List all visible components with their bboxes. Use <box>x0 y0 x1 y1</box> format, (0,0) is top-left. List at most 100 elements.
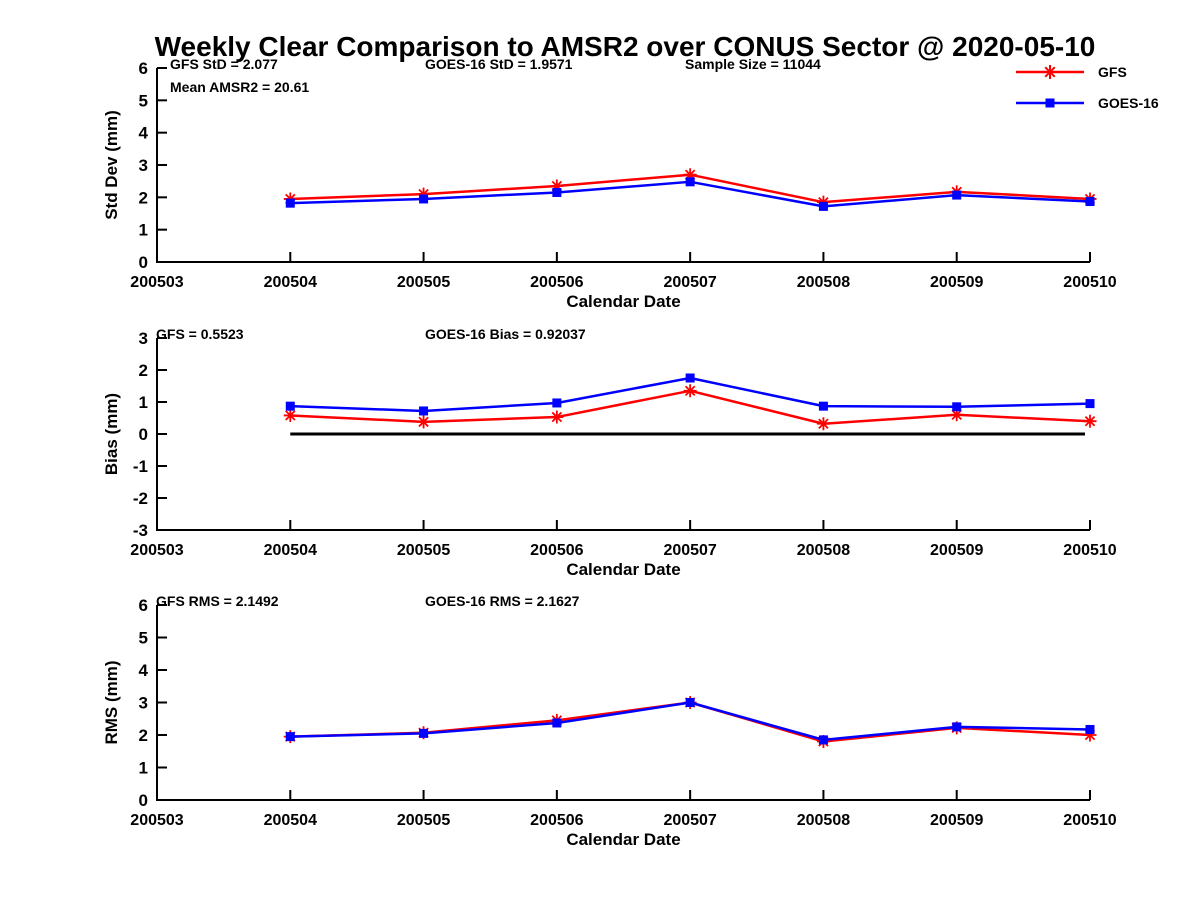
asterisk-marker-icon <box>283 408 297 422</box>
y-tick-label: 0 <box>139 253 148 272</box>
square-marker-icon <box>419 194 429 204</box>
square-marker-icon <box>1085 724 1095 734</box>
x-tick-label: 200508 <box>797 542 850 559</box>
y-tick-label: 0 <box>139 425 148 444</box>
square-marker-icon <box>685 373 695 383</box>
figure-title: Weekly Clear Comparison to AMSR2 over CO… <box>154 31 1096 62</box>
y-tick-label: 6 <box>139 59 148 78</box>
y-axis-label: RMS (mm) <box>102 660 121 744</box>
annotation-text: Mean AMSR2 = 20.61 <box>170 79 309 95</box>
square-marker-icon <box>1045 98 1055 108</box>
x-tick-label: 200505 <box>397 274 450 291</box>
y-tick-label: 5 <box>139 628 148 647</box>
y-tick-label: 1 <box>139 393 148 412</box>
x-tick-label: 200509 <box>930 274 983 291</box>
x-tick-label: 200507 <box>663 812 716 829</box>
asterisk-marker-icon <box>683 168 697 182</box>
x-tick-label: 200506 <box>530 274 583 291</box>
x-tick-label: 200508 <box>797 274 850 291</box>
x-axis-label: Calendar Date <box>566 560 680 579</box>
x-tick-label: 200505 <box>397 542 450 559</box>
square-marker-icon <box>818 201 828 211</box>
square-marker-icon <box>952 722 962 732</box>
square-marker-icon <box>285 732 295 742</box>
asterisk-marker-icon <box>1043 65 1057 79</box>
x-tick-label: 200505 <box>397 812 450 829</box>
square-marker-icon <box>419 406 429 416</box>
x-tick-label: 200503 <box>130 812 183 829</box>
legend-item-goes16: GOES-16 <box>1014 93 1159 113</box>
asterisk-marker-icon <box>816 417 830 431</box>
y-tick-label: 2 <box>139 361 148 380</box>
legend-label-gfs: GFS <box>1098 64 1127 80</box>
asterisk-marker-icon <box>550 179 564 193</box>
y-tick-label: -2 <box>133 489 148 508</box>
annotation-text: GFS RMS = 2.1492 <box>156 593 279 609</box>
square-marker-icon <box>552 398 562 408</box>
annotation-text: GOES-16 StD = 1.9571 <box>425 56 573 72</box>
square-marker-icon <box>685 177 695 187</box>
x-axis-label: Calendar Date <box>566 830 680 849</box>
x-tick-label: 200504 <box>264 812 317 829</box>
square-marker-icon <box>552 718 562 728</box>
plot-rms: 0 1 2 3 4 5 6 200503 200504 200505 200506 200507 200… <box>102 593 1117 849</box>
asterisk-marker-icon <box>683 384 697 398</box>
y-axis-label: Std Dev (mm) <box>102 110 121 220</box>
y-tick-label: 3 <box>139 693 148 712</box>
asterisk-marker-icon <box>417 187 431 201</box>
square-marker-icon <box>419 728 429 738</box>
asterisk-marker-icon <box>1083 414 1097 428</box>
gfs-line-asterisk-icon <box>1016 65 1084 79</box>
plot-std-dev: 0 1 2 3 4 5 6 200503 200504 200505 200506 200507 200… <box>102 56 1117 311</box>
square-marker-icon <box>685 698 695 707</box>
x-tick-label: 200503 <box>130 542 183 559</box>
legend: GFS GOES-16 <box>1014 62 1159 124</box>
annotation-text: GFS = 0.5523 <box>156 326 244 342</box>
square-marker-icon <box>1085 399 1095 409</box>
y-tick-label: 2 <box>139 188 148 207</box>
y-tick-label: 4 <box>139 661 149 680</box>
x-tick-label: 200510 <box>1063 542 1116 559</box>
x-tick-label: 200507 <box>663 274 716 291</box>
square-marker-icon <box>952 402 962 412</box>
goes16-line-square-icon <box>1016 98 1084 108</box>
y-tick-label: 0 <box>139 791 148 810</box>
y-tick-label: 6 <box>139 596 148 615</box>
x-tick-label: 200509 <box>930 542 983 559</box>
annotation-text: GOES-16 Bias = 0.92037 <box>425 326 586 342</box>
annotation-text: GOES-16 RMS = 2.1627 <box>425 593 580 609</box>
annotation-text: Sample Size = 11044 <box>685 56 821 72</box>
y-tick-label: 1 <box>139 221 148 240</box>
y-tick-label: 3 <box>139 329 148 348</box>
square-marker-icon <box>285 198 295 208</box>
y-tick-label: 1 <box>139 758 148 777</box>
x-tick-label: 200509 <box>930 812 983 829</box>
x-tick-label: 200507 <box>663 542 716 559</box>
y-tick-label: -1 <box>133 457 148 476</box>
y-tick-label: -3 <box>133 521 148 540</box>
y-tick-label: 5 <box>139 91 148 110</box>
legend-item-gfs: GFS <box>1014 62 1159 82</box>
square-marker-icon <box>1085 197 1095 207</box>
asterisk-marker-icon <box>950 408 964 422</box>
asterisk-marker-icon <box>550 410 564 424</box>
x-tick-label: 200506 <box>530 812 583 829</box>
annotation-text: GFS StD = 2.077 <box>170 56 278 72</box>
x-tick-label: 200504 <box>264 274 317 291</box>
square-marker-icon <box>285 401 295 411</box>
x-tick-label: 200508 <box>797 812 850 829</box>
asterisk-marker-icon <box>417 415 431 429</box>
axis-spines <box>156 605 1090 801</box>
legend-label-goes16: GOES-16 <box>1098 95 1159 111</box>
y-tick-label: 2 <box>139 726 148 745</box>
axis-spines <box>156 68 1090 263</box>
x-tick-label: 200510 <box>1063 274 1116 291</box>
square-marker-icon <box>952 190 962 200</box>
x-tick-label: 200503 <box>130 274 183 291</box>
y-tick-label: 3 <box>139 156 148 175</box>
x-tick-label: 200504 <box>264 542 317 559</box>
x-axis-label: Calendar Date <box>566 292 680 311</box>
square-marker-icon <box>552 187 562 197</box>
